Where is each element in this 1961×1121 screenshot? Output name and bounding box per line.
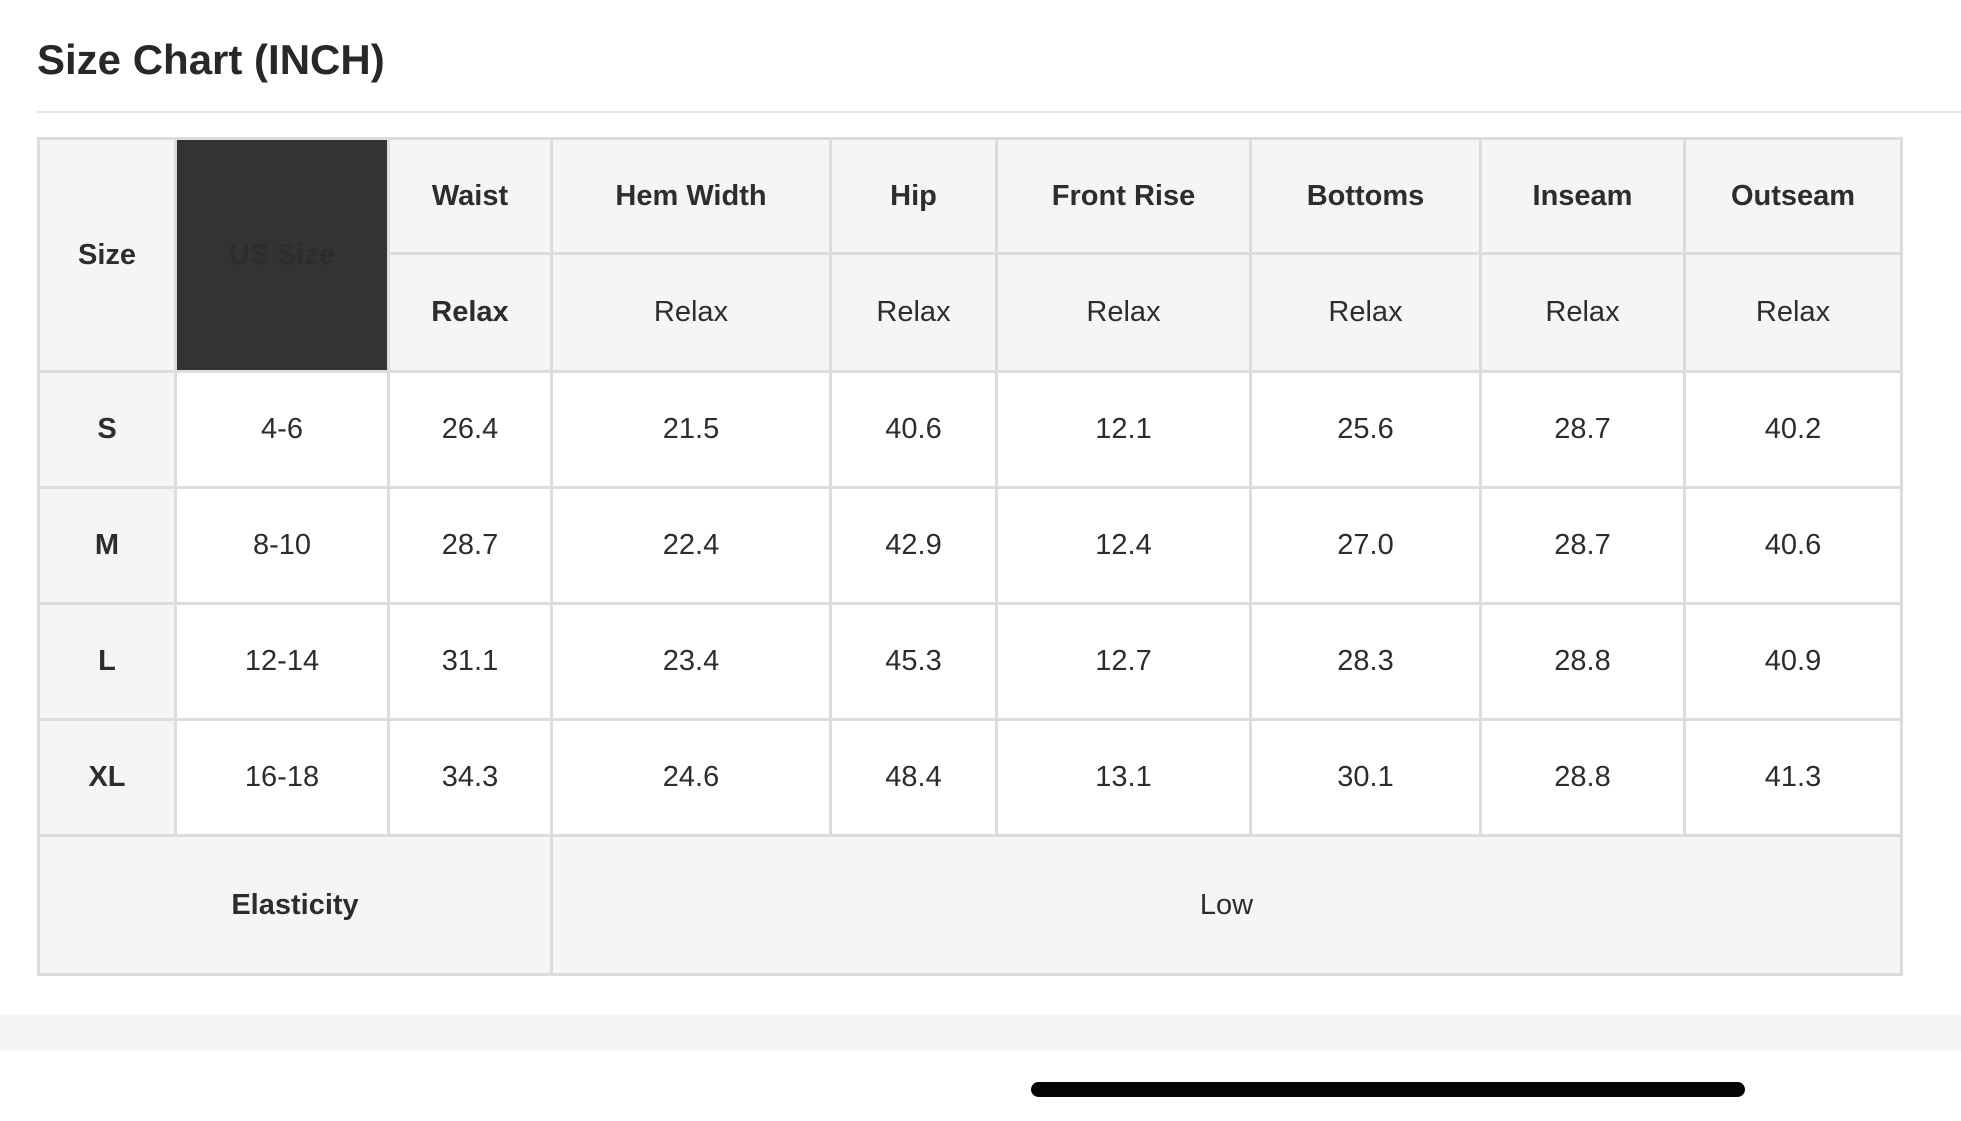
us-size-column-header: US Size [177,140,387,370]
size-row-header: XL [40,721,174,834]
measurement-cell: 28.3 [1252,605,1479,718]
size-chart-table: Size US Size Waist Hem Width Hip Front R… [37,137,1903,976]
column-header-hip: Hip [832,140,995,252]
header-row-fit: Relax Relax Relax Relax Relax Relax Rela… [40,255,1900,370]
table-row-l: L 12-14 31.1 23.4 45.3 12.7 28.3 28.8 40… [40,605,1900,718]
fit-type-cell: Relax [1482,255,1683,370]
measurement-cell: 28.7 [1482,373,1683,486]
table-row-s: S 4-6 26.4 21.5 40.6 12.1 25.6 28.7 40.2 [40,373,1900,486]
fit-type-cell: Relax [553,255,829,370]
measurement-cell: 13.1 [998,721,1249,834]
measurement-cell: 12.1 [998,373,1249,486]
measurement-cell: 48.4 [832,721,995,834]
header-row-measures: Size US Size Waist Hem Width Hip Front R… [40,140,1900,370]
measurement-cell: 23.4 [553,605,829,718]
size-row-header: M [40,489,174,602]
measurement-cell: 40.6 [1686,489,1900,602]
measurement-cell: 28.7 [1482,489,1683,602]
table-row-m: M 8-10 28.7 22.4 42.9 12.4 27.0 28.7 40.… [40,489,1900,602]
measurement-cell: 42.9 [832,489,995,602]
measurement-cell: 34.3 [390,721,550,834]
elasticity-label: Elasticity [40,837,550,973]
column-header-outseam: Outseam [1686,140,1900,252]
column-header-front-rise: Front Rise [998,140,1249,252]
table-row-elasticity: Elasticity Low [40,837,1900,973]
measurement-cell: 26.4 [390,373,550,486]
size-row-header: S [40,373,174,486]
scroll-indicator-bar[interactable] [1031,1082,1745,1097]
title-divider [37,111,1961,113]
measurement-cell: 40.9 [1686,605,1900,718]
size-column-header: Size [40,140,174,370]
elasticity-value: Low [553,837,1900,973]
fit-type-cell: Relax [1252,255,1479,370]
measurement-cell: 40.2 [1686,373,1900,486]
size-row-header: L [40,605,174,718]
measurement-cell: 30.1 [1252,721,1479,834]
footer-divider-band [0,1015,1961,1051]
column-header-bottoms: Bottoms [1252,140,1479,252]
fit-type-cell: Relax [1686,255,1900,370]
table-row-xl: XL 16-18 34.3 24.6 48.4 13.1 30.1 28.8 4… [40,721,1900,834]
measurement-cell: 27.0 [1252,489,1479,602]
column-header-hem-width: Hem Width [553,140,829,252]
measurement-cell: 28.8 [1482,721,1683,834]
measurement-cell: 28.8 [1482,605,1683,718]
column-header-inseam: Inseam [1482,140,1683,252]
us-size-cell: 8-10 [177,489,387,602]
measurement-cell: 24.6 [553,721,829,834]
measurement-cell: 45.3 [832,605,995,718]
us-size-cell: 4-6 [177,373,387,486]
fit-type-cell: Relax [832,255,995,370]
measurement-cell: 25.6 [1252,373,1479,486]
column-header-waist: Waist [390,140,550,252]
us-size-cell: 16-18 [177,721,387,834]
measurement-cell: 40.6 [832,373,995,486]
measurement-cell: 12.7 [998,605,1249,718]
measurement-cell: 12.4 [998,489,1249,602]
fit-type-cell: Relax [998,255,1249,370]
measurement-cell: 31.1 [390,605,550,718]
page-title: Size Chart (INCH) [37,36,385,84]
measurement-cell: 28.7 [390,489,550,602]
measurement-cell: 21.5 [553,373,829,486]
measurement-cell: 22.4 [553,489,829,602]
measurement-cell: 41.3 [1686,721,1900,834]
fit-type-cell: Relax [390,255,550,370]
us-size-cell: 12-14 [177,605,387,718]
